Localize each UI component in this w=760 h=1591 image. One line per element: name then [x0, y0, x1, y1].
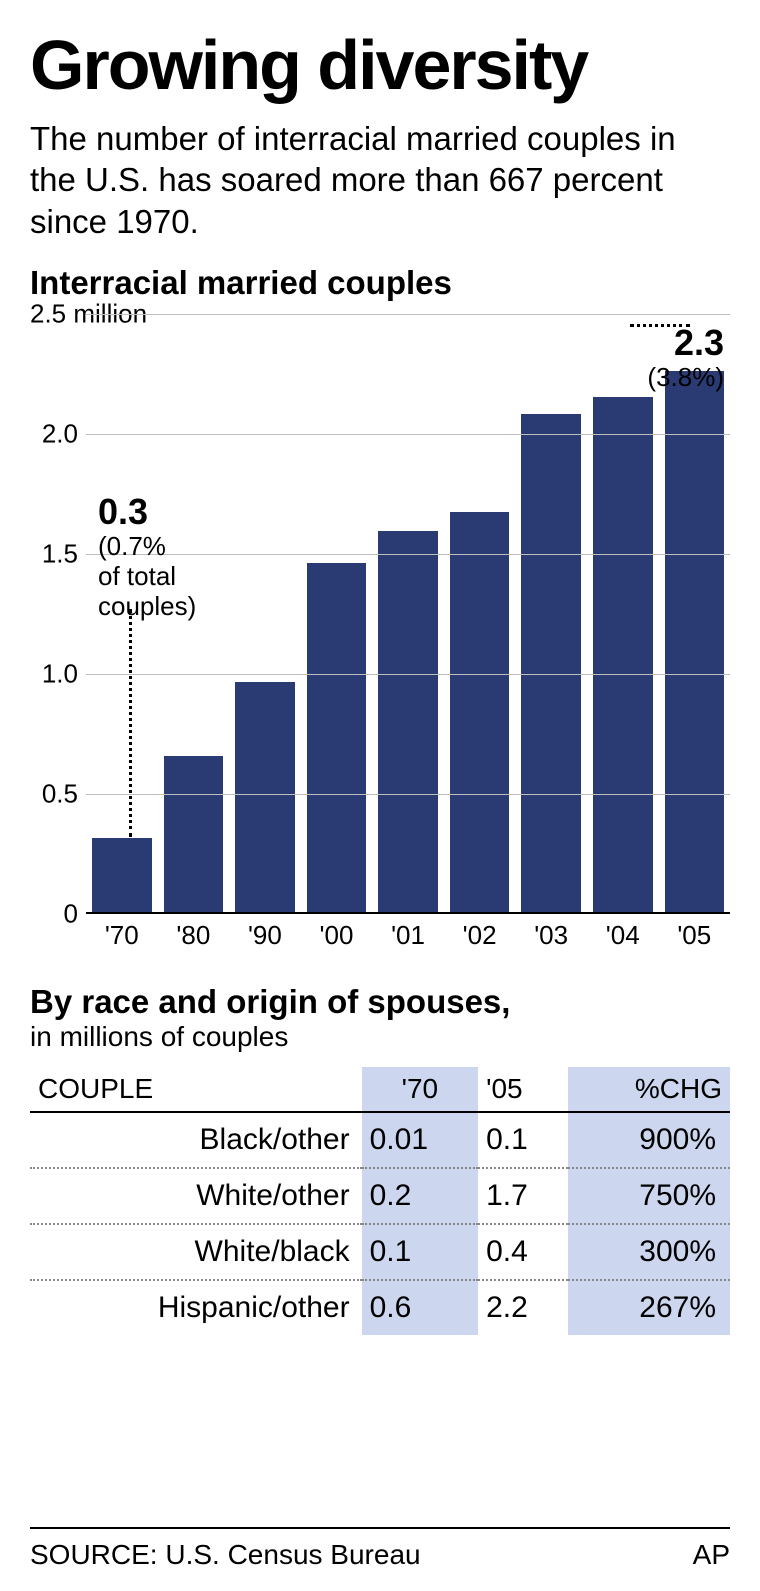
- bar-chart: 00.51.01.52.02.5 million '70'80'90'00'01…: [30, 314, 730, 954]
- x-tick-label: '90: [235, 920, 295, 954]
- y-axis: 00.51.01.52.02.5 million: [30, 314, 86, 914]
- callout-last: 2.3 (3.8%): [647, 322, 724, 393]
- cell-chg: 900%: [568, 1112, 730, 1168]
- page-title: Growing diversity: [30, 30, 730, 100]
- callout-first-value: 0.3: [98, 491, 196, 532]
- cell-label: White/black: [30, 1224, 362, 1280]
- x-tick-label: '04: [593, 920, 653, 954]
- cell-label: Black/other: [30, 1112, 362, 1168]
- data-table: COUPLE '70 '05 %CHG Black/other0.010.190…: [30, 1067, 730, 1335]
- y-tick-label: 0: [64, 898, 78, 929]
- callout-last-pct: (3.8%): [647, 362, 724, 392]
- bar: [665, 371, 725, 912]
- y-tick-label: 1.0: [42, 658, 78, 689]
- callout-first-pct3: couples): [98, 591, 196, 621]
- bar: [235, 682, 295, 912]
- bar: [92, 838, 152, 912]
- table-title: By race and origin of spouses,: [30, 982, 730, 1022]
- table-row: Hispanic/other0.62.2267%: [30, 1280, 730, 1335]
- table-header-row: COUPLE '70 '05 %CHG: [30, 1067, 730, 1112]
- x-tick-label: '01: [378, 920, 438, 954]
- callout-last-value: 2.3: [674, 322, 724, 363]
- col-05: '05: [478, 1067, 568, 1112]
- gridline: [86, 314, 730, 315]
- cell-chg: 267%: [568, 1280, 730, 1335]
- bar: [164, 756, 224, 911]
- bar: [521, 414, 581, 912]
- x-tick-label: '03: [521, 920, 581, 954]
- table-subtitle: in millions of couples: [30, 1021, 730, 1053]
- callout-first-pct1: (0.7%: [98, 531, 166, 561]
- gridline: [86, 674, 730, 675]
- y-tick-label: 2.0: [42, 418, 78, 449]
- x-axis: '70 '80 '90 '00 '01 '02 '03 '04 '05: [86, 914, 730, 954]
- cell-70: 0.1: [362, 1224, 478, 1280]
- cell-05: 2.2: [478, 1280, 568, 1335]
- table-row: White/black0.10.4300%: [30, 1224, 730, 1280]
- source-label: SOURCE: U.S. Census Bureau: [30, 1539, 421, 1571]
- cell-05: 0.4: [478, 1224, 568, 1280]
- x-tick-label: '00: [307, 920, 367, 954]
- callout-first-pct2: of total: [98, 561, 176, 591]
- cell-label: White/other: [30, 1168, 362, 1224]
- bar: [378, 531, 438, 911]
- source-row: SOURCE: U.S. Census Bureau AP: [30, 1527, 730, 1571]
- table-body: Black/other0.010.1900%White/other0.21.77…: [30, 1112, 730, 1335]
- x-tick-label: '02: [450, 920, 510, 954]
- callout-first-leader: [129, 609, 132, 837]
- gridline: [86, 434, 730, 435]
- col-couple: COUPLE: [30, 1067, 362, 1112]
- x-tick-label: '70: [92, 920, 152, 954]
- col-chg: %CHG: [568, 1067, 730, 1112]
- subtitle: The number of interracial married couple…: [30, 118, 730, 242]
- y-tick-label: 2.5 million: [30, 298, 78, 329]
- cell-70: 0.2: [362, 1168, 478, 1224]
- cell-70: 0.6: [362, 1280, 478, 1335]
- x-tick-label: '05: [665, 920, 725, 954]
- x-tick-label: '80: [164, 920, 224, 954]
- bar: [593, 397, 653, 911]
- table-row: Black/other0.010.1900%: [30, 1112, 730, 1168]
- gridline: [86, 794, 730, 795]
- cell-05: 1.7: [478, 1168, 568, 1224]
- table-row: White/other0.21.7750%: [30, 1168, 730, 1224]
- bar: [450, 512, 510, 911]
- cell-chg: 750%: [568, 1168, 730, 1224]
- y-tick-label: 1.5: [42, 538, 78, 569]
- col-70: '70: [362, 1067, 478, 1112]
- chart-label: Interracial married couples: [30, 264, 730, 302]
- cell-label: Hispanic/other: [30, 1280, 362, 1335]
- callout-first: 0.3 (0.7% of total couples): [98, 491, 196, 622]
- bar: [307, 563, 367, 912]
- source-credit: AP: [693, 1539, 730, 1571]
- cell-70: 0.01: [362, 1112, 478, 1168]
- cell-05: 0.1: [478, 1112, 568, 1168]
- y-tick-label: 0.5: [42, 778, 78, 809]
- cell-chg: 300%: [568, 1224, 730, 1280]
